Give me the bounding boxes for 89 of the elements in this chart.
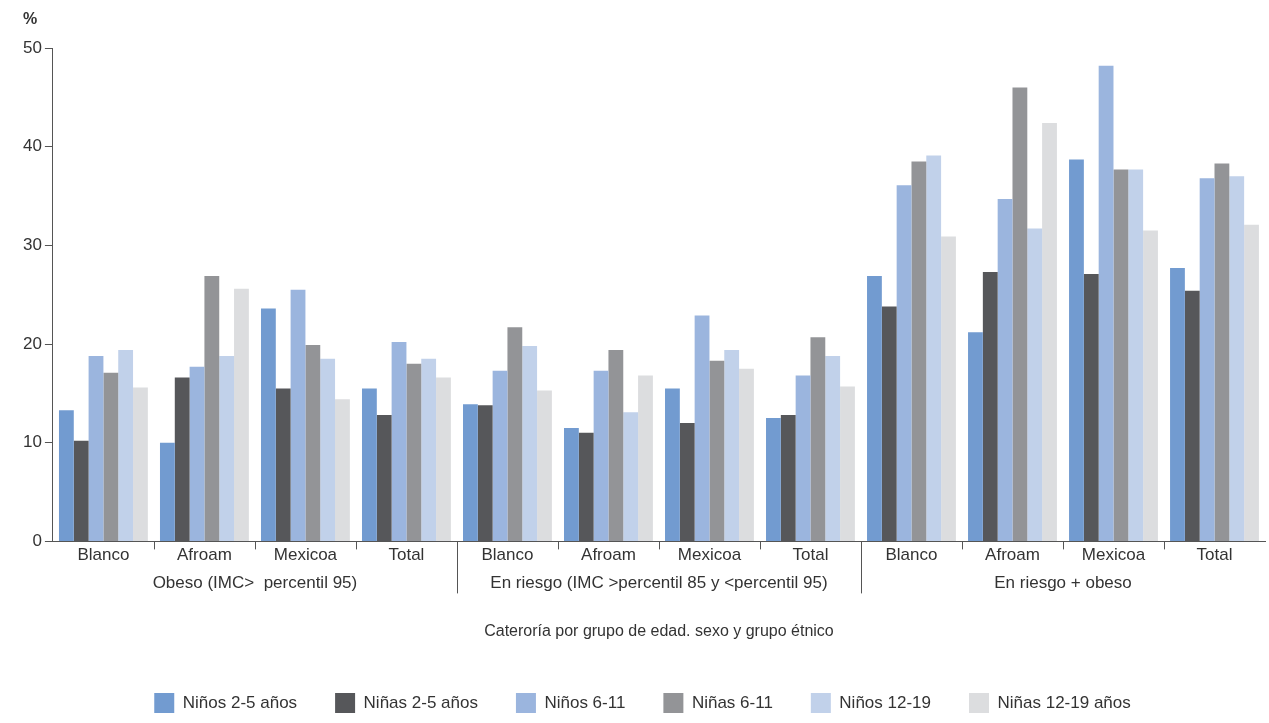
x-tick-label: Afroam — [177, 545, 232, 565]
x-tick-label: Total — [388, 545, 425, 565]
bar — [1229, 176, 1245, 541]
bar — [537, 390, 552, 541]
bar — [739, 368, 754, 541]
x-tick-label: Mexicoa — [273, 545, 338, 565]
x-tick-label: Total — [792, 545, 829, 565]
bar — [234, 288, 249, 541]
bar — [133, 387, 148, 541]
bar — [219, 355, 235, 541]
bar — [840, 386, 855, 541]
bar — [436, 377, 451, 541]
legend-label: Niñas 2-5 años — [363, 692, 478, 712]
x-tick-label: Afroam — [581, 545, 636, 565]
bar — [593, 370, 609, 541]
bar — [320, 358, 336, 541]
legend-label: Niños 6-11 — [544, 692, 626, 712]
text: Obeso (IMC> percentil 95) — [152, 573, 358, 593]
y-tick-label: 50 — [22, 37, 42, 57]
y-tick-label: 10 — [22, 432, 42, 452]
bar — [1098, 65, 1114, 541]
bar — [406, 363, 422, 541]
x-tick-label: Mexicoa — [677, 545, 742, 565]
bar — [103, 372, 119, 541]
bar — [88, 355, 104, 541]
bar — [709, 360, 725, 541]
bar — [926, 155, 942, 541]
x-tick-label: Blanco — [481, 545, 534, 565]
bar — [1069, 159, 1084, 541]
y-axis-title: % — [22, 10, 38, 28]
bar — [260, 308, 276, 541]
x-tick-label: Blanco — [77, 545, 130, 565]
bar — [1042, 123, 1057, 541]
bar — [1199, 178, 1215, 541]
y-tick-label: 20 — [22, 333, 42, 353]
bar — [623, 412, 639, 541]
bar — [1244, 224, 1259, 541]
bar — [795, 375, 811, 541]
bar — [867, 275, 882, 541]
bar — [1012, 87, 1028, 541]
bar — [463, 404, 478, 541]
bar — [361, 388, 377, 541]
bar — [305, 345, 321, 541]
bar — [421, 358, 437, 541]
x-tick-label: Mexicoa — [1081, 545, 1146, 565]
bar — [1170, 268, 1185, 541]
bar — [968, 332, 983, 541]
text: En riesgo (IMC >percentil 85 y <percentil 95) — [490, 573, 828, 593]
bar — [896, 185, 912, 541]
bar — [941, 236, 956, 541]
legend-label: Niños 12-19 — [839, 692, 932, 712]
bar — [492, 370, 508, 541]
bar — [564, 427, 579, 541]
bar — [290, 289, 306, 541]
legend-label: Niñas 6-11 — [691, 692, 773, 712]
x-tick-label: Blanco — [885, 545, 938, 565]
x-tick-label: Total — [1196, 545, 1233, 565]
bar — [522, 346, 538, 541]
bar — [58, 410, 74, 541]
bar — [1128, 169, 1144, 541]
y-tick-label: 0 — [32, 531, 42, 551]
bar — [118, 349, 134, 541]
bar — [335, 399, 350, 541]
bar — [766, 418, 781, 541]
bar — [810, 337, 826, 541]
x-axis-title: Caterоría por grupo de edad. sexo y grupo étnico — [484, 621, 834, 639]
bar — [638, 375, 653, 541]
bar — [694, 315, 710, 541]
legend-label: Niños 2-5 años — [182, 692, 298, 712]
bar — [608, 349, 624, 541]
bar — [724, 349, 740, 541]
bar — [825, 355, 841, 541]
bar — [1027, 228, 1043, 541]
bar — [911, 161, 927, 541]
bar — [204, 275, 220, 541]
bar — [1214, 163, 1230, 541]
bar — [159, 442, 175, 541]
y-tick-label: 30 — [22, 235, 42, 255]
bar — [665, 388, 680, 541]
x-tick-label: Afroam — [985, 545, 1040, 565]
y-tick-label: 40 — [22, 136, 42, 156]
bar — [507, 327, 523, 541]
bar — [391, 342, 407, 541]
bar — [189, 366, 205, 541]
bar — [1113, 169, 1129, 541]
bar — [997, 198, 1013, 541]
bar — [1143, 230, 1158, 541]
text: En riesgo + obeso — [994, 573, 1132, 593]
legend-label: Niñas 12-19 años — [997, 692, 1131, 712]
